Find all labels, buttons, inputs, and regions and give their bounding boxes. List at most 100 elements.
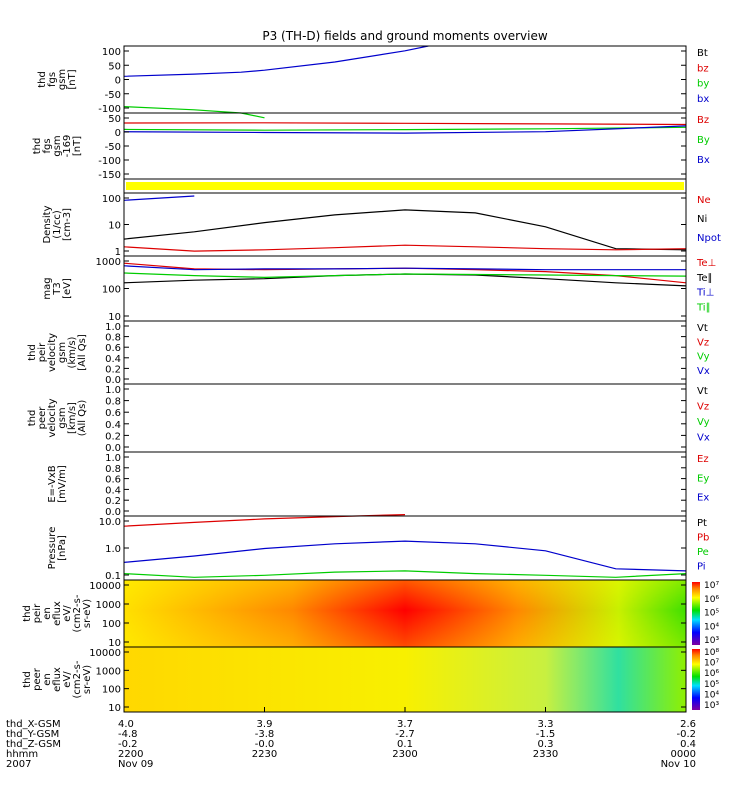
ylabel-pressure: Pressure: [47, 527, 58, 570]
ylabel-peir_en: en: [42, 607, 53, 620]
ylabel-peer_en: en: [42, 673, 53, 686]
legend-fgs-by: by: [697, 79, 709, 90]
colorbar-label-peir_en: 10⁷: [704, 581, 719, 591]
ylabel-peer_en: eflux: [52, 667, 63, 692]
peir-spectrogram-shade: [124, 580, 686, 647]
legend-fgs169-By: By: [697, 135, 710, 146]
xaxis-value: -0.2: [676, 729, 696, 740]
legend-peer-Vt: Vt: [697, 386, 708, 397]
colorbar-peir_en: [692, 582, 700, 645]
ytick-label-density: 10: [108, 221, 121, 232]
panel-frame-efield: [123, 451, 687, 517]
colorbar-label-peir_en: 10⁶: [704, 595, 719, 605]
ylabel-fgs169: fgs: [42, 138, 53, 153]
series-line-thd-Bz: [124, 122, 686, 126]
legend-efield-Ey: Ey: [697, 473, 709, 484]
ytick-label-peir_en: 10000: [89, 581, 121, 592]
legend-temp-Ti⊥: Ti⊥: [696, 288, 714, 299]
xaxis-value: Nov 09: [118, 759, 153, 770]
ytick-label-fgs169: 0: [115, 128, 121, 139]
ylabel-peir: [All Qs]: [77, 334, 88, 371]
ylabel-fgs169: -169: [62, 135, 73, 158]
xaxis-row-label: 2007: [6, 759, 31, 770]
colorbar-label-peer_en: 10⁷: [704, 659, 719, 669]
ylabel-density: Density: [42, 205, 53, 243]
ytick-label-fgs169: -150: [98, 170, 121, 181]
ytick-label-pressure: 1.0: [105, 544, 121, 555]
panel-frame-peir: [123, 320, 687, 385]
ytick-label-peir: 0.8: [105, 333, 121, 344]
ylabel-peir_en: eflux: [52, 601, 63, 626]
panel-frame-density: [123, 192, 687, 257]
xaxis-value: -0.2: [118, 739, 138, 750]
colorbar-label-peir_en: 10⁴: [704, 622, 719, 632]
legend-peir-Vz: Vz: [697, 337, 709, 348]
ytick-label-peer: 0.0: [105, 443, 121, 454]
legend-fgs-bx: bx: [697, 94, 709, 105]
frame-layer: [123, 45, 700, 713]
ylabel-peer: peer: [37, 406, 48, 430]
xaxis-value: 2.6: [680, 719, 696, 730]
legend-pressure-Pb: Pb: [697, 533, 709, 544]
series-line-thd-By: [124, 126, 686, 131]
xaxis-value: 0.1: [397, 739, 413, 750]
ylabel-peir: velocity: [47, 333, 58, 372]
colorbar-label-peer_en: 10³: [704, 701, 719, 711]
ytick-label-pressure: 0.1: [105, 571, 121, 582]
legend-density-Ni: Ni: [697, 214, 707, 225]
xaxis-value: 0.4: [680, 739, 696, 750]
xaxis-value: 0.3: [538, 739, 554, 750]
ylabel-peir: (km/s): [67, 336, 78, 368]
series-line-mag-Ti∥: [124, 272, 686, 279]
ylabel-peir: gsm: [57, 342, 68, 363]
ytick-label-peer_en: 1000: [96, 666, 121, 677]
legend-density-Ne: Ne: [697, 195, 711, 206]
panel-frame-temp: [123, 255, 687, 322]
xaxis-value: -2.7: [395, 729, 415, 740]
colorbar-label-peir_en: 10³: [704, 636, 719, 646]
ylabel-fgs169: gsm: [52, 135, 63, 156]
ylabel-peer_en: sr-eV): [82, 665, 93, 694]
xaxis-value: 3.9: [257, 719, 273, 730]
legend-temp-Te∥: Te∥: [696, 273, 713, 284]
series-line-density-Ni: [124, 209, 686, 251]
xaxis-value: Nov 10: [661, 759, 696, 770]
xaxis-value: -4.8: [118, 729, 138, 740]
data-quality-bar: [126, 182, 684, 190]
ytick-label-peir: 0.4: [105, 354, 121, 365]
ylabel-peir: peir: [37, 342, 48, 362]
series-line-thd-Bx: [124, 125, 686, 134]
ylabel-fgs: fgs: [47, 72, 58, 87]
ytick-label-peir: 0.2: [105, 364, 121, 375]
ylabel-peir_en: thd: [22, 605, 33, 622]
ytick-label-peir: 1.0: [105, 322, 121, 333]
xaxis-value: -3.8: [255, 729, 275, 740]
xaxis-value: 0000: [671, 749, 696, 760]
ytick-label-peer: 0.4: [105, 420, 121, 431]
ylabel-fgs169: thd: [32, 138, 43, 155]
colorbar-label-peer_en: 10⁴: [704, 690, 719, 700]
ylabel-efield: [mV/m]: [57, 465, 68, 503]
ytick-label-peer: 0.6: [105, 408, 121, 419]
ytick-label-density: 1: [115, 247, 121, 258]
ylabel-density: (1/cc): [52, 210, 63, 239]
series-line-pressure-Pi: [124, 540, 686, 572]
ytick-label-peir_en: 10: [108, 638, 121, 649]
legend-fgs169-Bx: Bx: [697, 155, 710, 166]
colorbar-label-peer_en: 10⁵: [704, 680, 719, 690]
legend-pressure-Pi: Pi: [697, 562, 706, 573]
ytick-label-peer: 0.8: [105, 397, 121, 408]
ytick-label-peer: 0.2: [105, 431, 121, 442]
legend-fgs169-Bz: Bz: [697, 115, 709, 126]
ytick-label-peir_en: 1000: [96, 600, 121, 611]
ytick-label-fgs: -50: [105, 90, 121, 101]
ylabel-peer: (All Qs): [77, 400, 88, 437]
ylabel-efield: E=-VxB: [47, 465, 58, 502]
legend-temp-Ti∥: Ti∥: [696, 302, 711, 313]
ylabel-density: [cm-3]: [62, 208, 73, 241]
ylabel-peer: [km/s]: [67, 402, 78, 434]
ytick-label-fgs169: -50: [105, 142, 121, 153]
ylabel-pressure: [nPa]: [57, 535, 68, 561]
ytick-label-efield: 0.2: [105, 496, 121, 507]
